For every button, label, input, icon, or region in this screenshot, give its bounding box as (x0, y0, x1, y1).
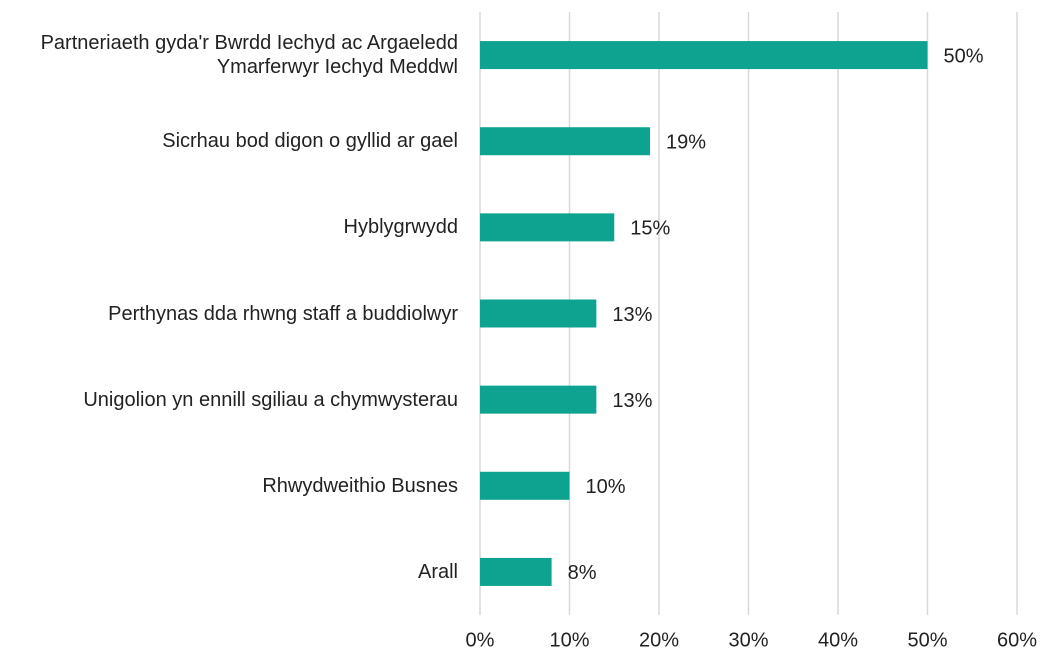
value-label: 19% (666, 131, 706, 153)
bar (480, 471, 570, 500)
y-tick-label: Perthynas dda rhwng staff a buddiolwyr (108, 302, 458, 325)
value-label: 50% (944, 45, 984, 67)
y-tick-label: Hyblygrwydd (343, 216, 458, 239)
value-label: 8% (568, 562, 597, 584)
y-tick-label: Rhwydweithio Busnes (262, 474, 458, 497)
bar (480, 127, 651, 156)
bar (480, 213, 615, 242)
y-tick-label: Partneriaeth gyda'r Bwrdd Iechyd ac Arga… (40, 32, 458, 79)
x-tick-label: 30% (728, 629, 768, 651)
value-label: 13% (612, 304, 652, 326)
bar (480, 557, 552, 586)
x-tick-label: 50% (907, 629, 947, 651)
x-tick-label: 40% (818, 629, 858, 651)
bar (480, 41, 928, 70)
y-tick-label: Arall (417, 560, 458, 583)
value-label: 15% (630, 218, 670, 240)
x-tick-label: 60% (997, 629, 1037, 651)
x-tick-label: 20% (639, 629, 679, 651)
x-tick-label: 0% (466, 629, 495, 651)
value-label: 10% (586, 476, 626, 498)
y-tick-label: Unigolion yn ennill sgiliau a chymwyster… (83, 388, 458, 411)
y-tick-label: Sicrhau bod digon o gyllid ar gael (162, 130, 458, 153)
value-label: 13% (612, 390, 652, 412)
bar (480, 385, 597, 414)
x-tick-label: 10% (549, 629, 589, 651)
bar (480, 299, 597, 328)
